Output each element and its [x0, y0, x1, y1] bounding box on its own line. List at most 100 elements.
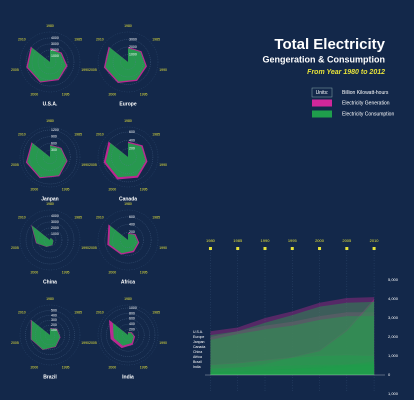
- radial-tick-label: 400: [129, 322, 135, 326]
- radial-tick-label: 400: [129, 222, 135, 226]
- radial-grid: [37, 227, 63, 253]
- x-tick-label: 1980: [206, 238, 216, 243]
- country-label: Africa: [121, 279, 135, 285]
- radial-grid: [112, 46, 144, 78]
- radial-year: 1985: [74, 215, 82, 219]
- radial-tick-label: 1000: [51, 232, 59, 236]
- year-dot: [208, 247, 212, 250]
- radial-grid: [25, 37, 75, 87]
- radial-year: 1995: [62, 365, 70, 369]
- radial-grid: [31, 221, 69, 259]
- radial-grid: [30, 315, 70, 355]
- radial-grid: [44, 329, 56, 341]
- radial-year: 1995: [140, 365, 148, 369]
- x-tick-label: 2005: [342, 238, 352, 243]
- radial-outline: [97, 304, 159, 366]
- country-label: U.S.A.: [43, 101, 58, 107]
- radial-year: 2005: [11, 68, 19, 72]
- radial-tick-label: 100: [51, 328, 57, 332]
- radial-year: 2005: [11, 246, 19, 250]
- units-label: Units:: [316, 90, 329, 96]
- x-tick-label: 1995: [288, 238, 298, 243]
- year-dot: [318, 247, 322, 250]
- stream-consumption: [210, 300, 375, 375]
- radial-year: 2010: [18, 37, 26, 41]
- stream-generation: [210, 363, 375, 375]
- radial-grid: [111, 318, 145, 352]
- stream-country-label: Canada: [193, 345, 205, 349]
- radial-year: 2000: [30, 365, 38, 369]
- y-tick-label: 0: [388, 372, 391, 377]
- country-label: Canada: [119, 196, 137, 202]
- x-tick-label: 2010: [370, 238, 380, 243]
- radial-tick-label: 4000: [51, 214, 59, 218]
- radial-grid: [43, 55, 57, 69]
- radial-tick-label: 300: [51, 148, 57, 152]
- radial-tick-label: 3000: [51, 220, 59, 224]
- x-tick-label: 1990: [261, 238, 271, 243]
- radial-grid: [29, 136, 71, 178]
- radial-year: 2010: [96, 132, 104, 136]
- stream-generation: [210, 297, 375, 375]
- radial-tick-label: 600: [129, 215, 135, 219]
- radial-year: 1985: [152, 215, 160, 219]
- radial-year: 1980: [124, 24, 132, 28]
- y-tick-label: 3,000: [388, 315, 399, 320]
- radial-grid: [25, 310, 75, 360]
- y-tick-label: 1,000: [388, 391, 399, 396]
- radial-tick-label: 2000: [51, 48, 59, 52]
- radial-tick-label: 200: [129, 328, 135, 332]
- radial-tick-label: 2000: [129, 45, 137, 49]
- y-tick-label: 4,000: [388, 296, 399, 301]
- radial-year: 1985: [74, 37, 82, 41]
- stream-generation: [210, 357, 375, 375]
- radial-grid: [119, 148, 137, 166]
- radial-year: 1985: [74, 132, 82, 136]
- radial-grid: [106, 313, 150, 357]
- radial-year: 2000: [30, 187, 38, 191]
- radial-year: 2000: [108, 270, 116, 274]
- stream-consumption: [210, 355, 375, 375]
- radial-grid: [36, 143, 64, 171]
- year-dot: [372, 247, 376, 250]
- radial-year: 1995: [62, 187, 70, 191]
- radial-year: 2010: [18, 215, 26, 219]
- radial-year: 1995: [140, 92, 148, 96]
- x-tick-label: 2000: [315, 238, 325, 243]
- radial-year: 1980: [46, 24, 54, 28]
- country-label: Janpan: [41, 196, 59, 202]
- y-tick-label: 5,000: [388, 277, 399, 282]
- radial-tick-label: 4000: [51, 36, 59, 40]
- radial-consumption: [105, 142, 146, 178]
- subtitle: Gengeration & Consumption: [263, 54, 386, 64]
- radial-tick-label: 600: [129, 130, 135, 134]
- radial-outline: [97, 209, 159, 271]
- radial-year: 1990: [81, 163, 89, 167]
- stream-country-label: India: [193, 365, 201, 369]
- radial-year: 2005: [89, 246, 97, 250]
- radial-consumption: [27, 142, 67, 178]
- stream-country-label: Africa: [193, 355, 202, 359]
- stream-consumption: [210, 364, 375, 375]
- x-tick-label: 1985: [233, 238, 243, 243]
- stream-consumption: [210, 316, 375, 375]
- radial-year: 1985: [74, 310, 82, 314]
- radial-tick-label: 800: [129, 311, 135, 315]
- stream-country-label: Janpan: [193, 340, 205, 344]
- radial-consumption: [105, 47, 146, 82]
- radial-year: 1995: [62, 92, 70, 96]
- radial-year: 1980: [124, 202, 132, 206]
- radial-year: 2005: [89, 163, 97, 167]
- stream-consumption: [210, 363, 375, 375]
- radial-year: 2005: [11, 341, 19, 345]
- radial-tick-label: 900: [51, 135, 57, 139]
- radial-year: 2010: [96, 310, 104, 314]
- radial-year: 1990: [159, 163, 167, 167]
- radial-grid: [105, 39, 151, 85]
- radial-outline: [19, 31, 81, 93]
- stream-consumption: [210, 365, 375, 375]
- radial-year: 2010: [18, 132, 26, 136]
- radial-tick-label: 1000: [129, 306, 137, 310]
- radial-year: 1990: [159, 341, 167, 345]
